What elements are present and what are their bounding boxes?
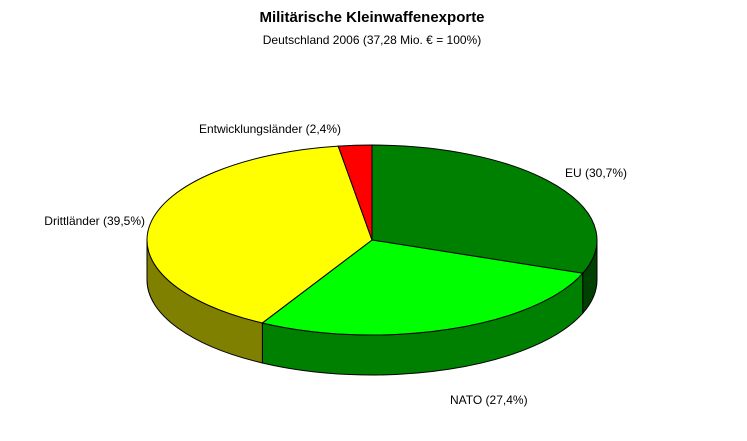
chart-subtitle: Deutschland 2006 (37,28 Mio. € = 100%) — [263, 33, 481, 47]
slice-label: NATO (27,4%) — [450, 393, 528, 407]
pie-slice — [337, 144, 373, 241]
slice-label: Entwicklungsländer (2,4%) — [199, 122, 341, 136]
slice-label: Drittländer (39,5%) — [44, 214, 145, 228]
pie-slice — [261, 239, 584, 336]
pie-labels: EU (30,7%) NATO (27,4%) Drittländer (39,5%… — [44, 122, 627, 407]
slice-label: EU (30,7%) — [565, 166, 627, 180]
pie-tops — [146, 144, 598, 336]
chart-title: Militärische Kleinwaffenexporte — [259, 9, 484, 26]
pie-slice — [146, 145, 373, 324]
pie-slice — [371, 144, 598, 274]
